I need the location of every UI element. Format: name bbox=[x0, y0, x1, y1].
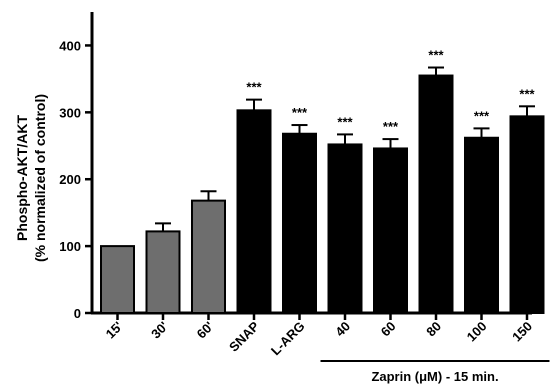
x-tick-label: L-ARG bbox=[268, 319, 308, 359]
y-axis-label: Phospho-AKT/AKT (% normalized of control… bbox=[14, 94, 48, 262]
x-tick-label: 30' bbox=[148, 319, 171, 342]
bar bbox=[418, 74, 454, 314]
x-tick-label: 100 bbox=[464, 319, 490, 345]
bar bbox=[236, 109, 272, 315]
x-tick-label: 60' bbox=[194, 319, 217, 342]
x-tick-label: 60 bbox=[378, 319, 399, 340]
y-tick-label: 100 bbox=[59, 239, 81, 254]
y-tick-label: 200 bbox=[59, 172, 81, 187]
significance-label: *** bbox=[246, 80, 262, 95]
significance-label: *** bbox=[428, 48, 444, 63]
bar bbox=[327, 143, 363, 314]
bar bbox=[100, 245, 135, 314]
y-axis-label-line2: (% normalized of control) bbox=[32, 94, 48, 262]
bar bbox=[191, 199, 226, 314]
significance-label: *** bbox=[337, 114, 353, 129]
x-tick-label: 40 bbox=[332, 319, 353, 340]
x-tick-label: SNAP bbox=[226, 318, 262, 354]
bar bbox=[282, 132, 317, 314]
y-tick-label: 300 bbox=[59, 105, 81, 120]
plot-area: 0 100 200 300 400 15' 30' 60' *** SNAP *** L-ARG ***… bbox=[59, 12, 550, 384]
bar bbox=[509, 115, 545, 314]
significance-label: *** bbox=[474, 108, 490, 123]
group-label: Zaprin (μM) - 15 min. bbox=[371, 369, 498, 384]
bar bbox=[464, 136, 499, 314]
bar bbox=[373, 147, 408, 314]
x-tick-label: 80 bbox=[423, 319, 444, 340]
bar bbox=[145, 230, 181, 314]
x-tick-label: 150 bbox=[509, 319, 535, 345]
y-axis-label-line1: Phospho-AKT/AKT bbox=[14, 115, 30, 241]
x-tick-label: 15' bbox=[103, 319, 126, 342]
significance-label: *** bbox=[383, 119, 399, 134]
significance-label: *** bbox=[519, 86, 535, 101]
y-tick-label: 0 bbox=[74, 306, 81, 321]
y-tick-label: 400 bbox=[59, 38, 81, 53]
significance-label: *** bbox=[292, 105, 308, 120]
